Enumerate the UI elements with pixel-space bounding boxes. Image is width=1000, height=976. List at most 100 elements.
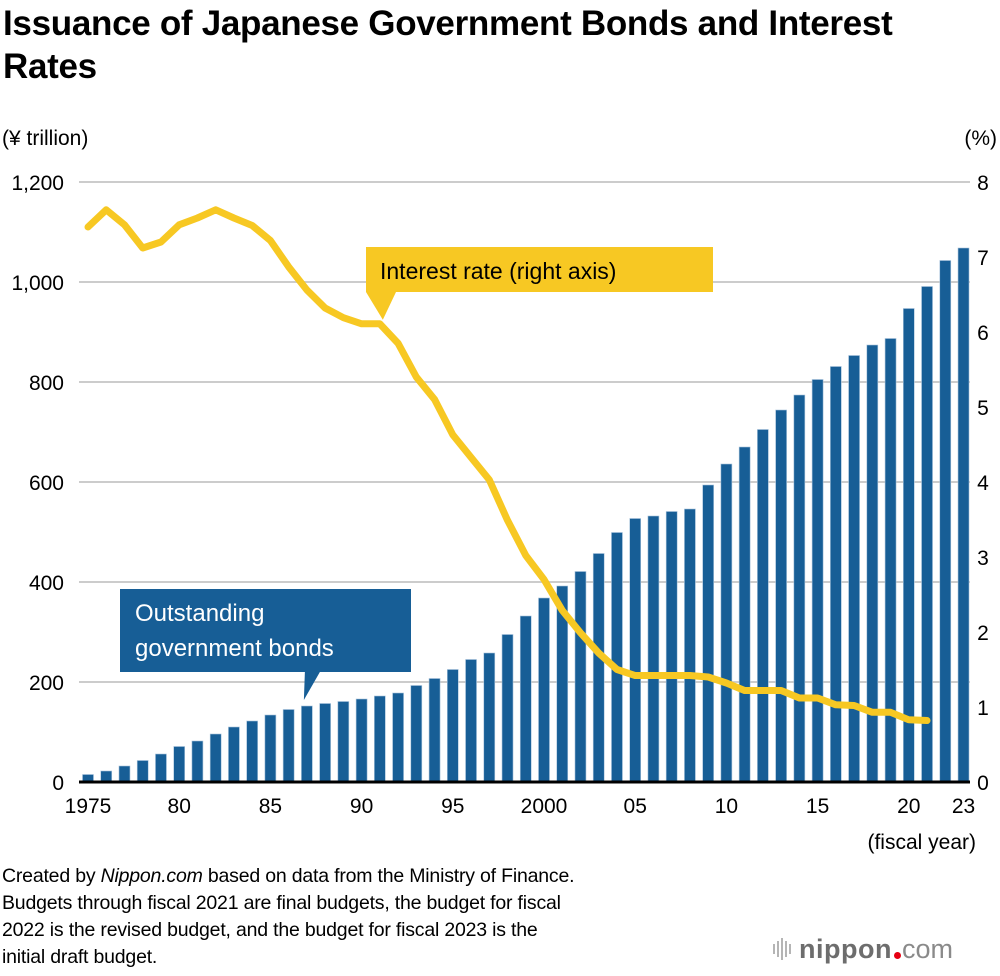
x-tick-label: 20 xyxy=(897,795,920,818)
bar-2021 xyxy=(921,286,933,783)
left-tick-label: 1,200 xyxy=(11,172,64,195)
bar-1994 xyxy=(428,678,441,783)
bar-1990 xyxy=(355,698,368,783)
bar-1997 xyxy=(483,652,496,783)
note-line-3: 2022 is the revised budget, and the budg… xyxy=(2,919,538,941)
bonds-callout: Outstanding government bonds xyxy=(120,589,411,700)
source-prefix: Created by xyxy=(2,865,101,887)
bar-1982 xyxy=(209,733,222,783)
right-tick-label: 0 xyxy=(977,772,989,795)
bar-1985 xyxy=(264,714,277,783)
bar-2005 xyxy=(629,518,642,783)
note-line-2: Budgets through fiscal 2021 are final bu… xyxy=(2,892,561,914)
right-tick-label: 3 xyxy=(977,547,989,570)
bar-2004 xyxy=(611,532,623,783)
right-tick-label: 6 xyxy=(977,322,989,345)
logo-wordmark: nippon xyxy=(799,933,892,964)
bar-2014 xyxy=(793,394,806,783)
x-axis-ticks: 1975 80 85 90 95 2000 05 10 15 20 23 xyxy=(65,795,976,818)
bar-2011 xyxy=(738,446,751,783)
bonds-callout-label-line1: Outstanding xyxy=(135,600,264,627)
bar-1980 xyxy=(173,746,185,783)
source-note: Created by Nippon.com based on data from… xyxy=(2,863,762,971)
left-tick-label: 1,000 xyxy=(11,272,64,295)
x-tick-label: 23 xyxy=(952,795,975,818)
bar-1992 xyxy=(392,692,404,783)
x-tick-label: 95 xyxy=(441,795,464,818)
chart-title: Issuance of Japanese Government Bonds an… xyxy=(3,4,893,86)
right-tick-label: 8 xyxy=(977,172,989,195)
x-tick-label: 85 xyxy=(259,795,282,818)
bar-2003 xyxy=(592,553,605,783)
bar-1988 xyxy=(319,703,331,783)
bar-1999 xyxy=(519,615,532,783)
bar-2002 xyxy=(574,571,587,783)
bar-1986 xyxy=(282,709,295,783)
source-name: Nippon.com xyxy=(100,865,203,887)
x-tick-label: 2000 xyxy=(521,795,568,818)
right-tick-label: 2 xyxy=(977,622,989,645)
logo-dot xyxy=(893,951,901,959)
bar-1996 xyxy=(465,659,477,783)
x-tick-label: 15 xyxy=(806,795,829,818)
interest-rate-series xyxy=(84,206,931,724)
bar-1978 xyxy=(136,760,149,783)
right-tick-label: 7 xyxy=(977,247,989,270)
left-axis-ticks: 0 200 400 600 800 1,000 1,200 xyxy=(11,172,64,795)
left-tick-label: 200 xyxy=(29,672,64,695)
bar-2012 xyxy=(757,429,769,783)
left-tick-label: 0 xyxy=(52,772,64,795)
x-tick-label: 1975 xyxy=(65,795,112,818)
nippon-bars-icon xyxy=(773,938,791,960)
bar-2015 xyxy=(811,379,824,783)
bar-2007 xyxy=(665,511,678,783)
left-tick-label: 800 xyxy=(29,372,64,395)
rate-callout-label: Interest rate (right axis) xyxy=(380,258,616,284)
bar-1993 xyxy=(410,685,423,783)
x-axis-label: (fiscal year) xyxy=(867,831,976,854)
interest-rate-callout: Interest rate (right axis) xyxy=(366,247,713,320)
bonds-callout-label-line2: government bonds xyxy=(135,635,334,662)
bar-1989 xyxy=(337,701,350,783)
bar-1977 xyxy=(118,765,131,783)
bar-2013 xyxy=(775,409,787,783)
nippon-logo: nippon com xyxy=(773,933,953,965)
bar-2016 xyxy=(830,366,842,783)
bar-1998 xyxy=(501,634,514,783)
bar-2020 xyxy=(902,308,915,783)
bar-2006 xyxy=(647,515,660,783)
rate-callout-box xyxy=(366,247,713,320)
bar-1983 xyxy=(228,726,240,783)
bar-1979 xyxy=(155,753,167,783)
logo-suffix: com xyxy=(901,933,953,964)
source-line-1: Created by Nippon.com based on data from… xyxy=(2,863,762,890)
right-tick-label: 5 xyxy=(977,397,989,420)
x-tick-label: 05 xyxy=(624,795,647,818)
right-axis-ticks: 0 1 2 3 4 5 6 7 8 xyxy=(977,172,989,795)
bar-1981 xyxy=(191,740,204,783)
x-tick-label: 80 xyxy=(168,795,191,818)
right-axis-unit: (%) xyxy=(964,127,997,150)
bonds-callout-box xyxy=(120,589,411,700)
bar-2017 xyxy=(848,355,860,783)
left-tick-label: 400 xyxy=(29,572,64,595)
x-tick-label: 10 xyxy=(715,795,738,818)
x-tick-label: 90 xyxy=(350,795,373,818)
source-suffix: based on data from the Ministry of Finan… xyxy=(202,865,575,887)
bar-2008 xyxy=(684,508,696,783)
left-axis-unit: (¥ trillion) xyxy=(2,127,89,150)
bar-2018 xyxy=(866,344,879,783)
left-tick-label: 600 xyxy=(29,472,64,495)
note-line-4: initial draft budget. xyxy=(2,946,158,968)
bar-2010 xyxy=(720,463,733,783)
bar-2022 xyxy=(939,260,952,783)
right-tick-label: 4 xyxy=(977,472,989,495)
bar-1987 xyxy=(301,705,313,783)
bar-2000 xyxy=(538,597,550,783)
right-tick-label: 1 xyxy=(977,697,989,720)
bar-1991 xyxy=(374,695,386,783)
bar-1976 xyxy=(100,770,113,783)
bar-1995 xyxy=(446,669,459,783)
bar-2023 xyxy=(957,247,970,783)
